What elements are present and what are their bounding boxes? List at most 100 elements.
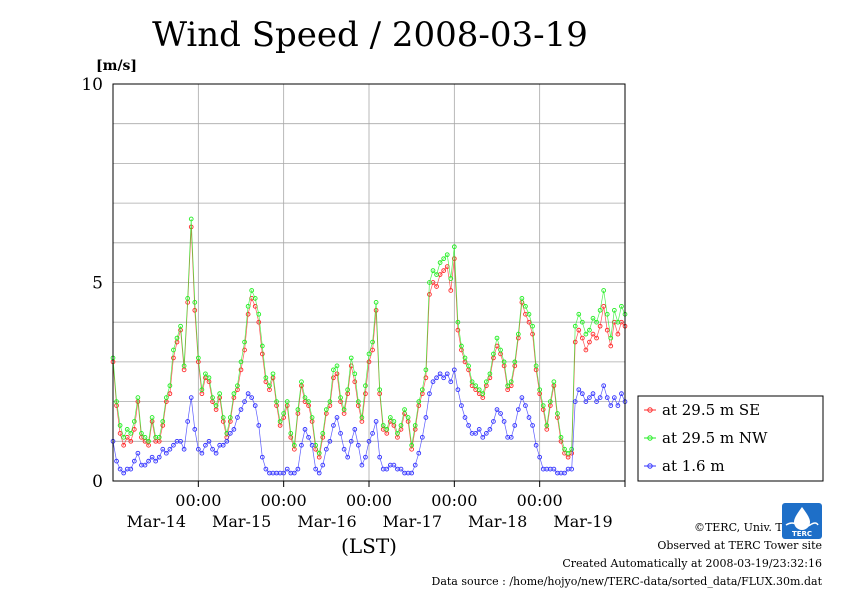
data-point <box>131 419 137 424</box>
data-point <box>224 438 230 444</box>
data-point <box>587 395 592 400</box>
data-point <box>583 399 589 404</box>
data-point <box>121 442 127 448</box>
data-point <box>320 462 326 468</box>
data-point <box>619 303 624 309</box>
data-point <box>259 343 265 349</box>
data-point <box>391 462 397 468</box>
data-point <box>423 375 429 381</box>
data-point <box>249 288 255 293</box>
data-point <box>203 442 208 448</box>
data-point <box>245 391 251 397</box>
data-point <box>434 284 439 289</box>
data-point <box>608 403 614 408</box>
data-point <box>363 454 368 460</box>
data-point <box>284 399 290 404</box>
data-point <box>587 339 592 345</box>
data-point <box>540 403 546 408</box>
data-point <box>131 427 137 432</box>
data-point <box>590 315 596 321</box>
created-text: Created Automatically at 2008-03-19/23:3… <box>562 557 822 570</box>
data-point <box>171 355 176 361</box>
data-point <box>263 466 269 472</box>
data-point <box>437 260 443 265</box>
data-point <box>188 395 194 400</box>
data-point <box>309 442 315 448</box>
data-point <box>313 466 319 472</box>
x-tick-time-label: 00:00 <box>431 491 477 510</box>
data-point <box>576 387 582 393</box>
data-point <box>359 462 365 468</box>
data-point <box>466 423 471 428</box>
data-point <box>508 379 514 385</box>
data-point <box>473 431 479 436</box>
data-point <box>601 303 607 309</box>
data-point <box>295 466 301 472</box>
data-point <box>331 423 336 428</box>
data-point <box>423 415 429 420</box>
data-point <box>121 434 127 440</box>
legend-swatch-marker <box>647 463 653 469</box>
data-point <box>181 446 187 452</box>
data-point <box>242 339 247 345</box>
data-point <box>210 446 215 452</box>
data-point <box>323 446 329 452</box>
data-point <box>377 387 383 393</box>
data-point <box>565 450 571 456</box>
data-point <box>430 379 436 385</box>
data-point <box>512 359 518 365</box>
data-point <box>352 371 358 377</box>
data-point <box>530 331 535 337</box>
data-point <box>384 427 390 432</box>
data-point <box>530 423 535 428</box>
axis-ticks: 0 5 10 00:00 Mar-14 00:00 Mar-15 00:00 Mar-16 00:… <box>81 75 626 531</box>
data-point <box>281 411 287 416</box>
data-point <box>355 399 361 404</box>
data-point <box>334 363 340 369</box>
data-point <box>434 375 439 381</box>
data-point <box>480 434 486 440</box>
data-point <box>306 434 311 440</box>
data-point <box>363 391 368 397</box>
data-point <box>437 371 443 377</box>
data-point <box>579 335 585 341</box>
data-point <box>412 462 418 468</box>
data-point <box>178 438 183 444</box>
data-point <box>370 339 375 345</box>
data-point <box>384 466 390 472</box>
data-point <box>427 292 432 297</box>
legend-swatch-marker <box>647 435 653 441</box>
data-point <box>128 466 134 472</box>
data-point <box>547 399 553 404</box>
data-point <box>530 323 535 329</box>
data-point <box>619 391 624 397</box>
data-point <box>338 395 343 400</box>
legend: at 29.5 m SE at 29.5 m NW at 1.6 m <box>637 395 824 482</box>
data-point <box>149 415 155 420</box>
data-point <box>455 327 461 333</box>
data-point <box>259 351 265 357</box>
data-point <box>288 431 294 436</box>
data-point <box>597 307 603 313</box>
data-point <box>597 323 603 329</box>
data-point <box>608 335 614 341</box>
data-point <box>284 466 290 472</box>
data-point <box>462 415 468 420</box>
plot-frame <box>112 83 626 482</box>
data-point <box>259 454 265 460</box>
data-point <box>579 319 585 325</box>
data-point <box>462 355 468 361</box>
data-point <box>419 434 425 440</box>
data-point <box>448 276 454 281</box>
data-point <box>494 407 500 412</box>
data-point <box>583 331 589 337</box>
data-point <box>476 427 482 432</box>
data-point <box>501 419 507 424</box>
data-point <box>199 387 205 393</box>
data-point <box>434 272 439 277</box>
data-point <box>299 379 304 385</box>
data-point <box>537 387 543 393</box>
data-point <box>121 470 127 476</box>
data-point <box>391 419 397 424</box>
data-point <box>252 403 258 408</box>
